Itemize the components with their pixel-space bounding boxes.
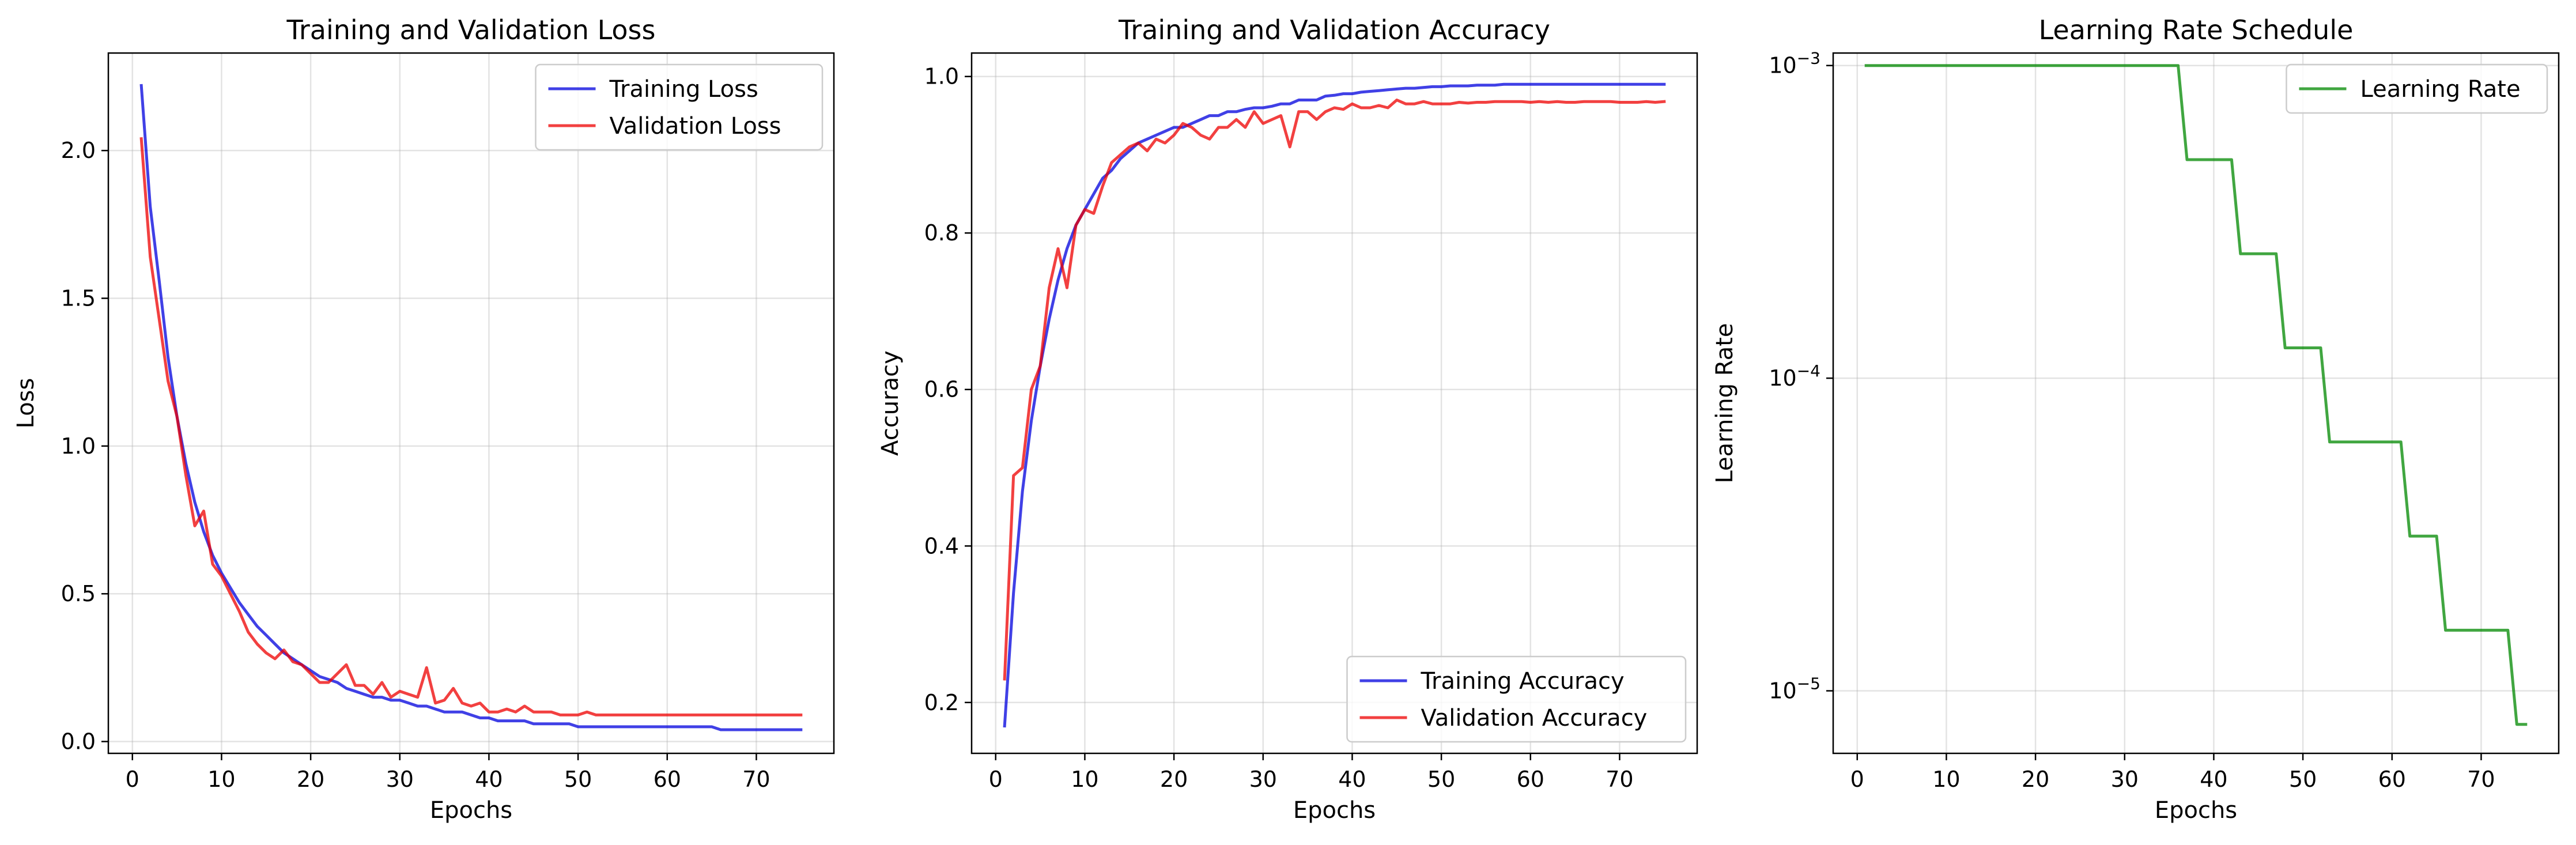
legend-label-1: Training Loss: [609, 76, 758, 103]
y-tick-label: 2.0: [61, 138, 96, 163]
x-tick-label: 50: [1427, 767, 1455, 792]
x-tick-label: 40: [1338, 767, 1366, 792]
chart-title: Learning Rate Schedule: [2039, 14, 2354, 46]
x-tick-label: 30: [1249, 767, 1277, 792]
series-line-1: [139, 84, 803, 731]
legend-box: [1346, 655, 1687, 743]
series-line-2: [139, 137, 803, 716]
x-tick-label: 30: [2111, 767, 2139, 792]
y-tick-label: 0.2: [924, 690, 959, 715]
x-axis-label: Epochs: [1293, 797, 1376, 824]
y-axis-label: Learning Rate: [1712, 323, 1738, 483]
series-line-2: [1003, 99, 1666, 681]
axes-frame: [1832, 52, 2560, 755]
y-tick-label: 0.4: [924, 533, 959, 559]
legend: Training Loss Validation Loss: [535, 63, 824, 151]
chart-panel-1: 0 10 20 30 40 50 60 70 0.0 0.5 1.0 1.5 2.0 Training a…: [13, 14, 835, 824]
legend-label-1: Learning Rate: [2360, 76, 2521, 103]
chart-panel-3: 0 10 20 30 40 50 60 70 10−5 10−4 10−3 Learning Rate…: [1712, 14, 2560, 824]
x-tick-label: 40: [2200, 767, 2227, 792]
y-axis-label: Accuracy: [877, 350, 904, 456]
chart-title: Training and Validation Loss: [286, 14, 656, 46]
x-tick-label: 0: [989, 767, 1003, 792]
x-tick-label: 50: [564, 767, 592, 792]
x-tick-label: 0: [126, 767, 139, 792]
legend: Training Accuracy Validation Accuracy: [1346, 655, 1687, 743]
series-line-1: [1003, 82, 1666, 728]
x-tick-label: 20: [1160, 767, 1188, 792]
y-tick-label: 0.5: [61, 581, 96, 606]
x-tick-label: 20: [297, 767, 324, 792]
x-tick-label: 0: [1850, 767, 1864, 792]
x-tick-label: 60: [1517, 767, 1544, 792]
y-tick-label: 10−3: [1769, 49, 1820, 78]
series-line-1: [1864, 64, 2528, 726]
x-tick-label: 50: [2289, 767, 2317, 792]
x-tick-label: 70: [2467, 767, 2495, 792]
x-tick-label: 20: [2022, 767, 2049, 792]
x-axis-label: Epochs: [430, 797, 512, 824]
x-tick-label: 10: [207, 767, 235, 792]
x-tick-label: 10: [1071, 767, 1098, 792]
y-tick-label: 1.5: [61, 286, 96, 311]
legend-box: [2286, 63, 2548, 114]
x-tick-label: 30: [386, 767, 414, 792]
x-axis-label: Epochs: [2155, 797, 2237, 824]
y-tick-label: 0.8: [924, 220, 959, 246]
x-tick-label: 40: [475, 767, 503, 792]
y-tick-label: 1.0: [924, 64, 959, 89]
y-tick-label: 1.0: [61, 433, 96, 459]
legend-label-1: Training Accuracy: [1421, 668, 1625, 695]
x-tick-label: 10: [1932, 767, 1960, 792]
axes-frame: [107, 52, 835, 755]
legend-label-2: Validation Loss: [610, 113, 781, 139]
chart-title: Training and Validation Accuracy: [1118, 14, 1550, 46]
legend-box: [535, 63, 824, 151]
x-tick-label: 70: [1606, 767, 1633, 792]
y-tick-label: 10−5: [1769, 674, 1820, 704]
y-tick-label: 0.0: [61, 729, 96, 754]
axes-frame: [970, 52, 1698, 755]
x-tick-label: 60: [654, 767, 681, 792]
x-tick-label: 70: [742, 767, 770, 792]
legend: Learning Rate: [2286, 63, 2548, 114]
y-axis-label: Loss: [13, 378, 39, 429]
y-tick-label: 10−4: [1769, 361, 1820, 391]
x-tick-label: 60: [2378, 767, 2406, 792]
chart-panel-2: 0 10 20 30 40 50 60 70 0.2 0.4 0.6 0.8 1.0 Training a…: [877, 14, 1698, 824]
y-tick-label: 0.6: [924, 377, 959, 402]
legend-label-2: Validation Accuracy: [1421, 705, 1648, 731]
